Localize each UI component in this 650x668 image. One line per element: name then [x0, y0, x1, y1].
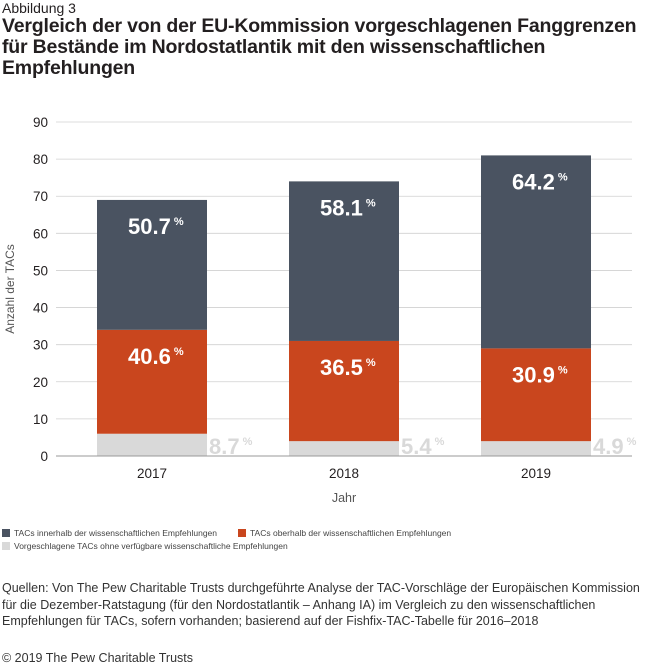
- legend-swatch-within: [2, 529, 10, 537]
- y-tick-label-50: 50: [33, 263, 48, 278]
- copyright: © 2019 The Pew Charitable Trusts: [2, 651, 194, 665]
- data-label-2017-series-1: 40.6%: [128, 344, 184, 369]
- data-label-2019-series-2: 64.2%: [512, 169, 568, 194]
- x-axis-label: Jahr: [332, 491, 356, 505]
- legend-label-within: TACs innerhalb der wissenschaftlichen Em…: [14, 528, 218, 538]
- data-label-2019-series-0: 4.9%: [593, 434, 637, 459]
- stacked-bar-chart: 0 10 20 30 40 50 60 70 80 90 Anzahl der TACs 8.7 % 40…: [3, 115, 637, 505]
- legend-item-above: TACs oberhalb der wissenschaftlichen Emp…: [238, 528, 451, 538]
- data-label-2018-series-1: 36.5%: [320, 355, 376, 380]
- legend-swatch-above: [238, 529, 246, 537]
- y-tick-label-70: 70: [33, 189, 48, 204]
- y-tick-label-10: 10: [33, 412, 48, 427]
- data-label-2017-series-2: 50.7%: [128, 214, 184, 239]
- bar-2018-series-2: [289, 181, 399, 341]
- y-tick-label-40: 40: [33, 301, 48, 316]
- figure-label: Abbildung 3: [2, 0, 76, 16]
- legend-label-no-advice: Vorgeschlagene TACs ohne verfügbare wiss…: [14, 541, 288, 551]
- y-tick-label-80: 80: [33, 152, 48, 167]
- bar-2018-series-1: [289, 340, 399, 442]
- bar-2019-series-1: [481, 348, 591, 442]
- legend-label-above: TACs oberhalb der wissenschaftlichen Emp…: [250, 528, 452, 538]
- y-tick-label-0: 0: [40, 449, 48, 464]
- x-tick-label-2017: 2017: [137, 466, 167, 481]
- y-tick-label-60: 60: [33, 226, 48, 241]
- data-label-2019-series-1: 30.9%: [512, 362, 568, 387]
- data-label-2017-series-0: 8.7%: [209, 434, 253, 459]
- bar-2017-series-0: [97, 433, 207, 456]
- data-label-2018-series-2: 58.1%: [320, 195, 376, 220]
- data-label-2018-series-0: 5.4%: [401, 434, 445, 459]
- chart-title: Vergleich der von der EU-Kommission vorg…: [2, 15, 637, 79]
- bar-2017-series-2: [97, 199, 207, 330]
- bar-2018-series-0: [289, 441, 399, 456]
- y-tick-label-30: 30: [33, 338, 48, 353]
- y-axis-label: Anzahl der TACs: [3, 244, 17, 334]
- bar-2017-series-1: [97, 329, 207, 434]
- legend-item-no-advice: Vorgeschlagene TACs ohne verfügbare wiss…: [2, 541, 288, 551]
- x-tick-label-2018: 2018: [329, 466, 359, 481]
- source-note: Quellen: Von The Pew Charitable Trusts d…: [2, 581, 640, 628]
- y-tick-label-20: 20: [33, 375, 48, 390]
- y-tick-label-90: 90: [33, 115, 48, 130]
- legend-item-within: TACs innerhalb der wissenschaftlichen Em…: [2, 528, 217, 538]
- bar-2019-series-2: [481, 155, 591, 349]
- legend-swatch-no-advice: [2, 542, 10, 550]
- bar-2019-series-0: [481, 441, 591, 456]
- x-tick-label-2019: 2019: [521, 466, 551, 481]
